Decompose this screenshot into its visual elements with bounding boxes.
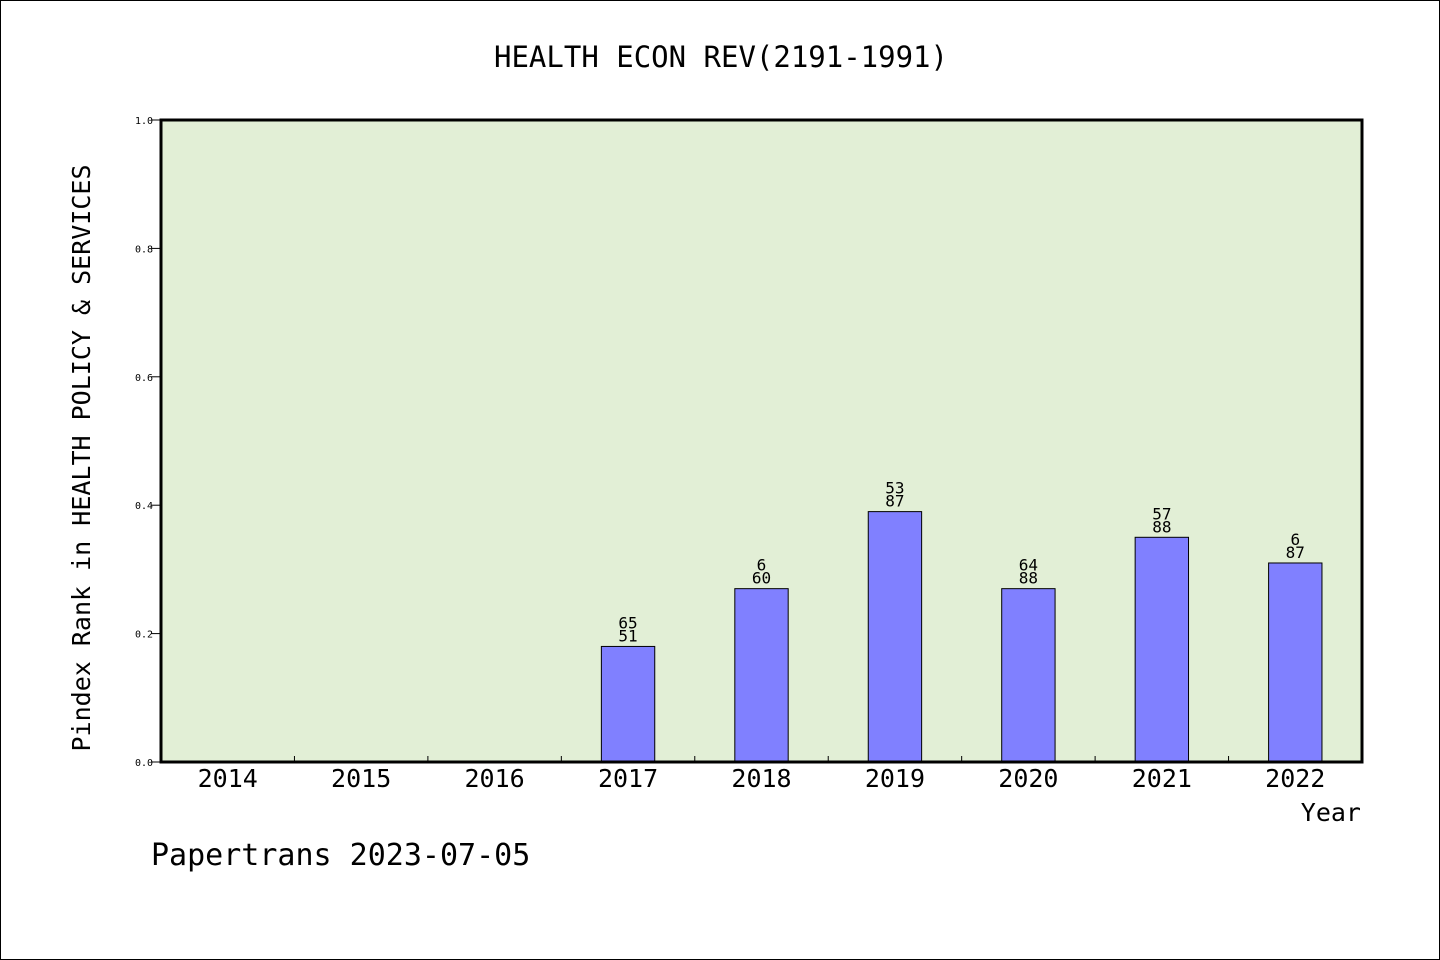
bar-2021: [1134, 536, 1190, 763]
y-tick-label: 0.2: [135, 630, 153, 641]
bar-label-bottom-2021: 88: [1152, 517, 1171, 536]
y-tick-label: 1.0: [135, 116, 153, 127]
bar-2017: [600, 645, 656, 763]
y-tick-label: 0.4: [135, 501, 153, 512]
x-tick-label-2016: 2016: [465, 764, 525, 793]
bar-2018: [734, 588, 789, 763]
x-tick-label-2019: 2019: [865, 764, 925, 793]
bar-label-top-2017: 65: [618, 613, 637, 632]
bar-label-top-2019: 53: [885, 479, 904, 498]
y-tick-label: 0.0: [135, 758, 153, 769]
bar-label-bottom-2020: 88: [1019, 569, 1038, 588]
bar-label-bottom-2017: 51: [618, 626, 637, 645]
plot-border: [159, 118, 1364, 764]
bar-label-top-2018: 6: [757, 556, 767, 575]
bar-label-top-2021: 57: [1152, 504, 1171, 523]
bar-2022: [1268, 562, 1323, 763]
x-tick-label-2015: 2015: [331, 764, 391, 793]
x-tick-label-2014: 2014: [198, 764, 258, 793]
bar-label-bottom-2019: 87: [885, 492, 904, 511]
bar-label-bottom-2022: 87: [1286, 543, 1305, 562]
y-axis-title: Pindex Rank in HEALTH POLICY & SERVICES: [67, 165, 96, 752]
bar-label-bottom-2018: 60: [752, 569, 771, 588]
footer-label: Papertrans 2023-07-05: [151, 838, 530, 873]
x-tick-label-2018: 2018: [731, 764, 791, 793]
x-tick-label-2022: 2022: [1265, 764, 1325, 793]
bar-label-top-2022: 6: [1290, 530, 1300, 549]
y-tick-label: 0.8: [135, 244, 153, 255]
y-tick-label: 0.6: [135, 373, 153, 384]
x-tick-label-2017: 2017: [598, 764, 658, 793]
x-tick-label-2021: 2021: [1132, 764, 1192, 793]
bar-2020: [1001, 588, 1056, 763]
x-tick-label-2020: 2020: [998, 764, 1058, 793]
bar-2019: [867, 511, 923, 763]
bar-label-top-2020: 64: [1019, 556, 1038, 575]
chart-title: HEALTH ECON REV(2191-1991): [494, 40, 948, 74]
x-axis-title: Year: [1301, 798, 1361, 827]
